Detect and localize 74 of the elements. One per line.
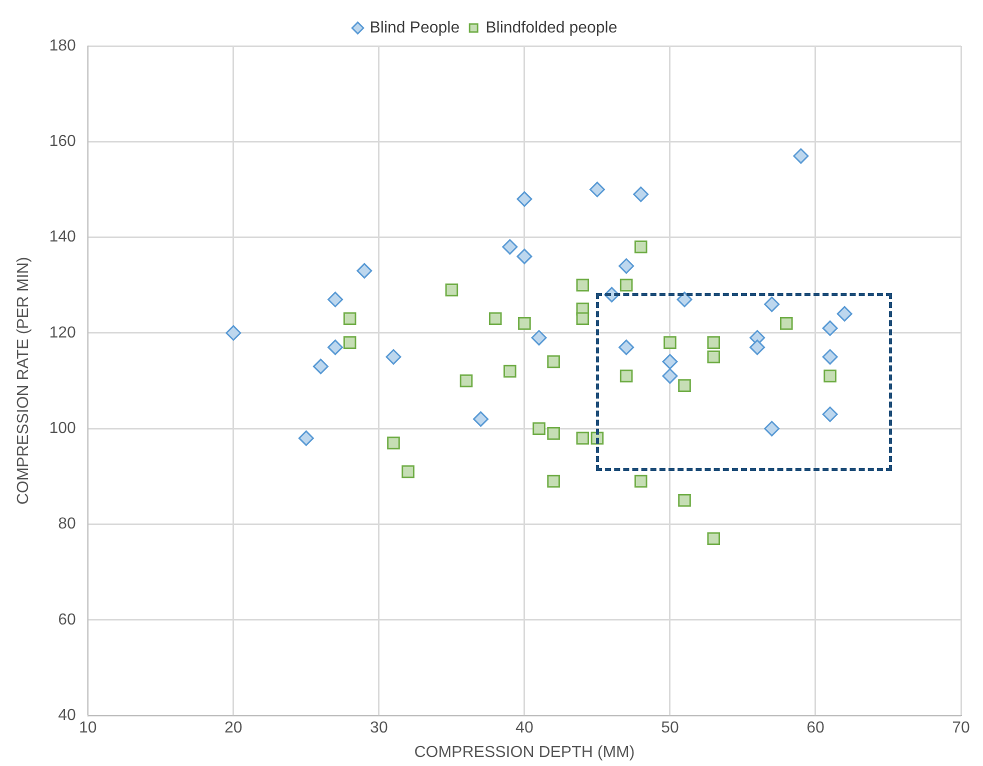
legend-label: Blind People (370, 19, 460, 36)
point (343, 312, 356, 326)
point (793, 148, 809, 164)
point (707, 532, 720, 546)
point (822, 320, 838, 336)
y-tick-label: 140 (49, 228, 76, 246)
point (532, 422, 546, 436)
point (822, 349, 838, 365)
point (780, 317, 793, 330)
point (328, 292, 344, 308)
point (822, 406, 838, 422)
point (386, 349, 402, 365)
point (662, 368, 678, 384)
point (618, 258, 634, 274)
y-tick-label: 60 (58, 611, 76, 628)
point (531, 330, 547, 346)
y-tick-label: 100 (49, 420, 76, 438)
point (460, 374, 473, 388)
x-tick-label: 10 (78, 720, 97, 737)
point (473, 411, 489, 427)
point (226, 325, 242, 341)
point (402, 465, 414, 478)
x-tick-label: 30 (370, 720, 388, 737)
point (633, 186, 649, 202)
point (298, 430, 314, 446)
point (707, 336, 720, 349)
point (750, 340, 766, 356)
point (516, 191, 532, 207)
point (618, 340, 634, 356)
point (764, 296, 780, 312)
point (387, 436, 400, 450)
x-tick-label: 70 (952, 720, 970, 737)
x-tick-label: 40 (516, 720, 534, 737)
y-axis-title: COMPRESSION RATE (PER MIN) (15, 256, 32, 505)
point (589, 182, 605, 198)
point (547, 355, 560, 368)
point (662, 354, 678, 370)
y-tick-label: 120 (49, 324, 76, 342)
point (547, 474, 560, 488)
y-tick-label: 80 (58, 516, 76, 533)
x-axis-title: COMPRESSION DEPTH (MM) (414, 744, 635, 761)
point (678, 379, 691, 392)
point (620, 278, 633, 292)
point (676, 292, 692, 308)
point (576, 278, 590, 292)
legend-label: Blindfolded people (486, 19, 618, 36)
x-tick-label: 60 (806, 720, 824, 737)
point (576, 312, 590, 326)
y-tick-label: 160 (49, 133, 76, 150)
point (502, 239, 518, 255)
point (488, 312, 502, 326)
point (503, 364, 516, 378)
x-tick-label: 50 (661, 720, 679, 737)
point (634, 240, 648, 254)
point (664, 336, 676, 349)
point (764, 420, 780, 436)
point (707, 350, 720, 364)
point (634, 474, 648, 488)
point (547, 427, 560, 440)
point (836, 306, 852, 322)
point (356, 263, 372, 279)
point (328, 340, 344, 356)
point (445, 284, 458, 296)
point (518, 317, 531, 330)
point (312, 358, 328, 374)
point (678, 494, 691, 507)
point (516, 248, 532, 264)
point (343, 336, 356, 349)
y-tick-label: 180 (49, 37, 76, 54)
x-tick-label: 20 (224, 720, 242, 737)
point (576, 432, 590, 445)
point (620, 370, 633, 382)
y-tick-label: 40 (58, 707, 76, 724)
point (824, 370, 836, 382)
